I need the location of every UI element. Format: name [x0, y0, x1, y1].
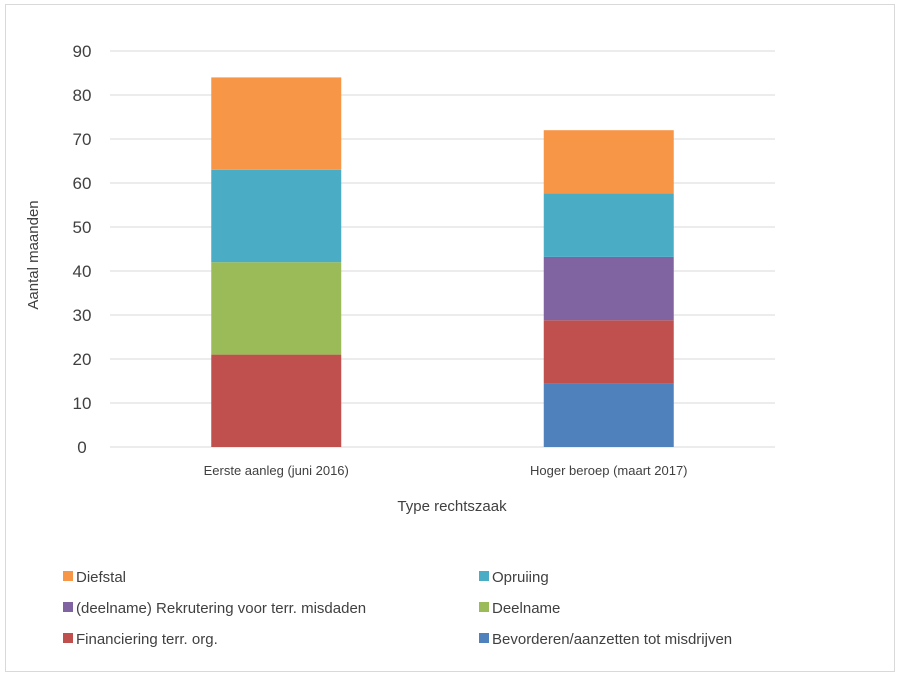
y-tick-label: 0: [77, 438, 86, 457]
legend-swatch: [63, 571, 73, 581]
legend-swatch: [63, 602, 73, 612]
y-tick-label: 40: [73, 262, 92, 281]
x-tick-label: Eerste aanleg (juni 2016): [204, 463, 349, 478]
chart-frame: 0 10 20 30 40 50 60 70 80 90 Eerste aanleg (juni …: [5, 4, 895, 672]
y-tick-label: 50: [73, 218, 92, 237]
x-axis-label: Type rechtszaak: [397, 498, 507, 515]
stacked-bar-chart: 0 10 20 30 40 50 60 70 80 90 Eerste aanleg (juni …: [25, 42, 775, 648]
bar-segment: [543, 193, 674, 257]
y-tick-label: 20: [73, 350, 92, 369]
legend-label: Financiering terr. org.: [76, 631, 218, 648]
legend-swatch: [479, 633, 489, 643]
bar-segment: [211, 354, 342, 447]
bar-segment: [543, 256, 674, 321]
x-tick-label: Hoger beroep (maart 2017): [530, 463, 688, 478]
y-tick-labels: 0 10 20 30 40 50 60 70 80 90: [73, 42, 92, 457]
y-tick-label: 70: [73, 130, 92, 149]
legend-label: Bevorderen/aanzetten tot misdrijven: [492, 631, 732, 648]
bar-segment: [211, 169, 342, 263]
legend-label: (deelname) Rekrutering voor terr. misdad…: [76, 600, 366, 617]
x-tick-labels: Eerste aanleg (juni 2016) Hoger beroep (m…: [204, 463, 688, 478]
legend-label: Diefstal: [76, 569, 126, 586]
legend-label: Deelname: [492, 600, 560, 617]
y-tick-label: 10: [73, 394, 92, 413]
gridlines: [110, 50, 775, 448]
bar-segment: [211, 77, 342, 170]
y-axis-label: Aantal maanden: [25, 200, 42, 309]
legend-swatch: [63, 633, 73, 643]
y-tick-label: 90: [73, 42, 92, 61]
y-tick-label: 60: [73, 174, 92, 193]
legend-label: Opruiing: [492, 569, 549, 586]
y-tick-label: 80: [73, 86, 92, 105]
bar-segment: [211, 262, 342, 355]
legend: Diefstal Opruiing (deelname) Rekrutering v…: [63, 569, 732, 648]
legend-swatch: [479, 602, 489, 612]
legend-swatch: [479, 571, 489, 581]
bar-segment: [543, 383, 674, 447]
bars: [211, 77, 674, 447]
bar-segment: [543, 130, 674, 194]
bar-segment: [543, 320, 674, 384]
y-tick-label: 30: [73, 306, 92, 325]
